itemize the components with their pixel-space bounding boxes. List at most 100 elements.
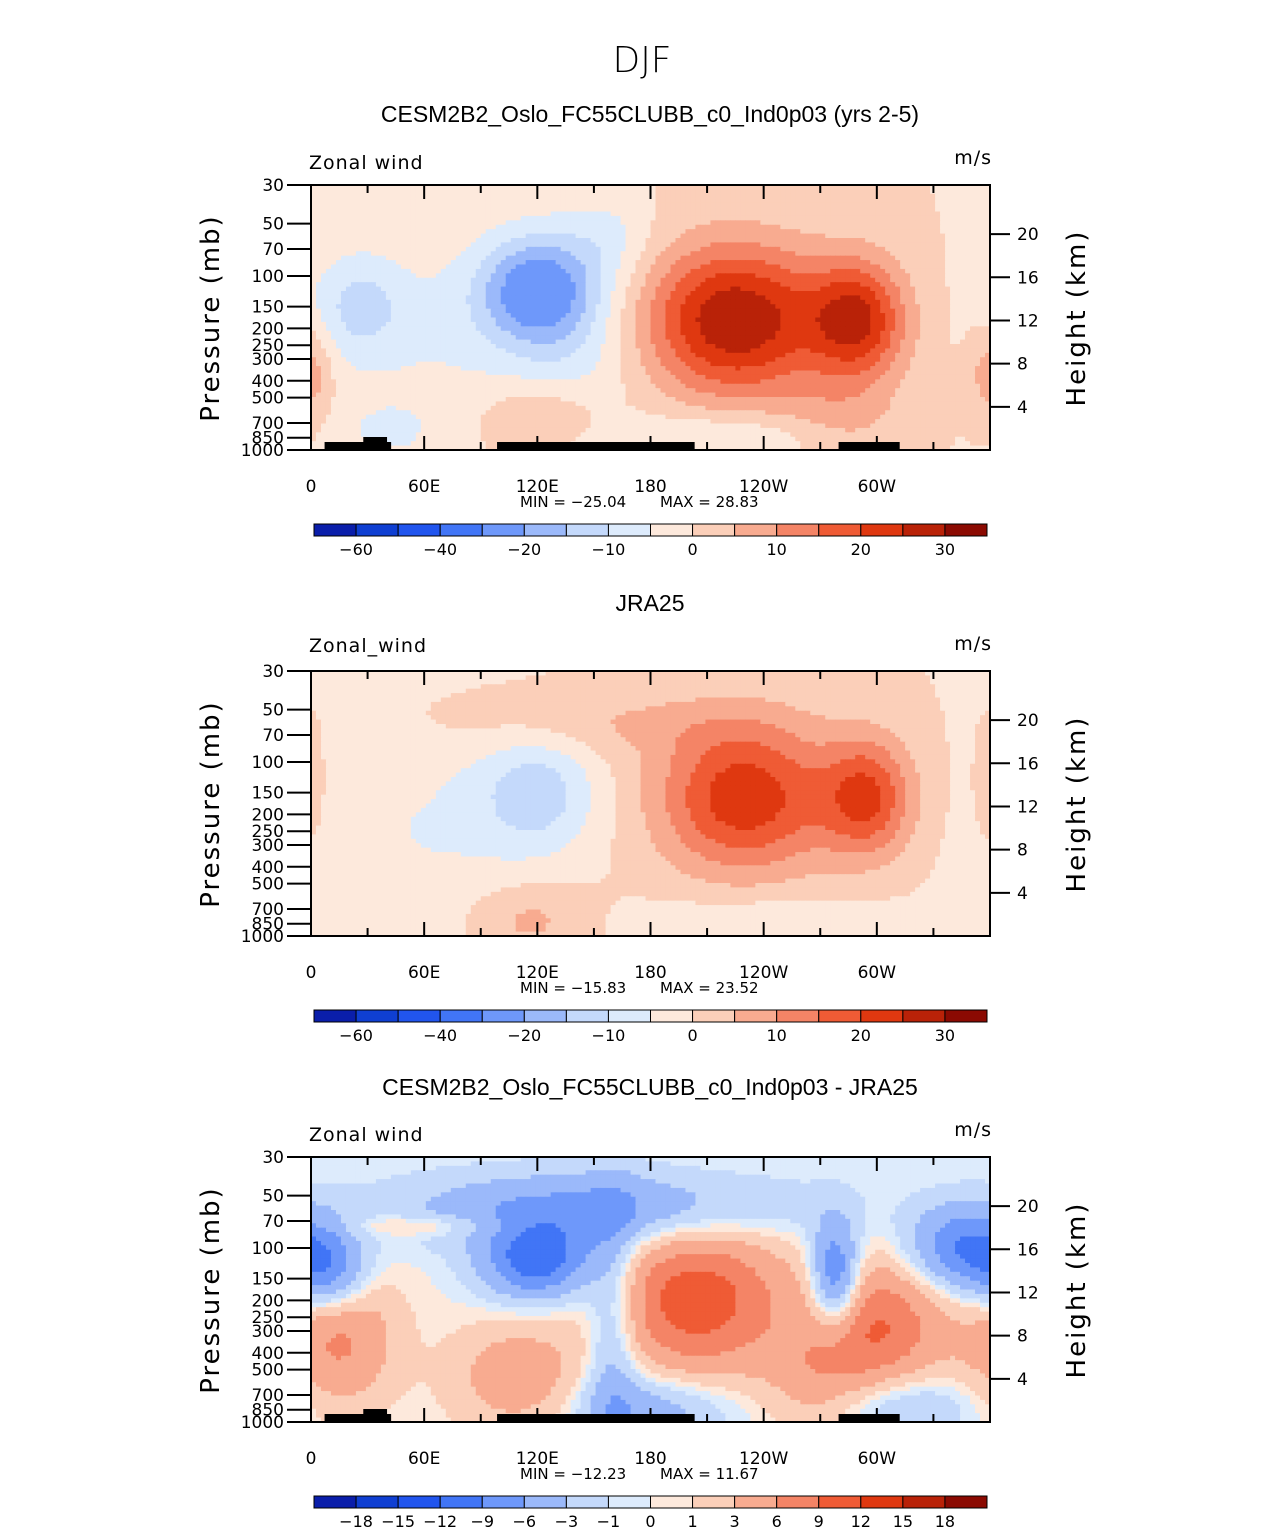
contour-cell	[376, 198, 382, 203]
contour-cell	[561, 295, 567, 300]
contour-cell	[496, 331, 502, 336]
contour-cell	[411, 269, 417, 274]
contour-cell	[730, 247, 736, 252]
contour-cell	[611, 212, 617, 217]
contour-cell	[456, 238, 462, 243]
contour-cell	[855, 326, 861, 331]
contour-cell	[855, 318, 861, 323]
contour-cell	[651, 282, 657, 287]
contour-cell	[980, 203, 986, 208]
contour-cell	[885, 220, 891, 225]
contour-cell	[745, 220, 751, 225]
contour-cell	[531, 326, 537, 331]
contour-cell	[975, 309, 981, 314]
contour-cell	[770, 278, 776, 283]
contour-cell	[576, 247, 582, 252]
contour-cell	[651, 300, 657, 305]
contour-cell	[586, 207, 592, 212]
contour-cell	[416, 234, 422, 239]
contour-cell	[446, 189, 452, 194]
contour-cell	[725, 265, 731, 270]
contour-cell	[665, 256, 671, 261]
contour-cell	[631, 225, 637, 230]
contour-cell	[745, 256, 751, 261]
contour-cell	[915, 229, 921, 234]
contour-cell	[685, 229, 691, 234]
contour-cell	[606, 331, 612, 336]
contour-cell	[660, 238, 666, 243]
contour-cell	[561, 269, 567, 274]
contour-cell	[486, 304, 492, 309]
contour-cell	[316, 318, 322, 323]
contour-cell	[795, 265, 801, 270]
contour-cell	[371, 269, 377, 274]
contour-cell	[441, 326, 447, 331]
contour-cell	[406, 247, 412, 252]
contour-cell	[576, 287, 582, 292]
contour-cell	[376, 340, 382, 345]
contour-cell	[815, 304, 821, 309]
contour-cell	[481, 344, 487, 349]
contour-cell	[730, 189, 736, 194]
contour-cell	[765, 291, 771, 296]
contour-cell	[940, 313, 946, 318]
contour-cell	[930, 251, 936, 256]
contour-cell	[551, 256, 557, 261]
contour-cell	[780, 216, 786, 221]
contour-cell	[930, 322, 936, 327]
contour-cell	[900, 304, 906, 309]
contour-cell	[546, 278, 552, 283]
contour-cell	[695, 309, 701, 314]
contour-cell	[700, 278, 706, 283]
contour-cell	[965, 238, 971, 243]
contour-cell	[745, 238, 751, 243]
contour-cell	[616, 322, 622, 327]
contour-cell	[660, 198, 666, 203]
contour-cell	[980, 309, 986, 314]
contour-cell	[865, 304, 871, 309]
contour-cell	[606, 247, 612, 252]
contour-cell	[636, 260, 642, 265]
contour-cell	[546, 216, 552, 221]
contour-cell	[805, 287, 811, 292]
contour-cell	[426, 287, 432, 292]
contour-cell	[466, 291, 472, 296]
contour-cell	[536, 295, 542, 300]
contour-cell	[351, 194, 357, 199]
contour-cell	[596, 269, 602, 274]
contour-cell	[690, 313, 696, 318]
contour-cell	[536, 273, 542, 278]
contour-cell	[910, 287, 916, 292]
contour-cell	[546, 326, 552, 331]
contour-cell	[376, 203, 382, 208]
contour-cell	[396, 300, 402, 305]
contour-cell	[775, 216, 781, 221]
contour-cell	[451, 225, 457, 230]
contour-cell	[755, 225, 761, 230]
contour-cell	[336, 282, 342, 287]
contour-cell	[336, 207, 342, 212]
contour-cell	[775, 287, 781, 292]
contour-cell	[601, 229, 607, 234]
contour-cell	[526, 318, 532, 323]
contour-cell	[441, 304, 447, 309]
contour-cell	[646, 318, 652, 323]
contour-cell	[760, 220, 766, 225]
contour-cell	[800, 234, 806, 239]
contour-cell	[885, 189, 891, 194]
contour-cell	[551, 207, 557, 212]
contour-cell	[885, 247, 891, 252]
contour-cell	[925, 282, 931, 287]
contour-cell	[900, 340, 906, 345]
contour-cell	[596, 216, 602, 221]
contour-cell	[940, 282, 946, 287]
contour-cell	[905, 203, 911, 208]
contour-cell	[785, 216, 791, 221]
contour-cell	[391, 234, 397, 239]
contour-cell	[596, 207, 602, 212]
contour-cell	[556, 207, 562, 212]
contour-cell	[690, 194, 696, 199]
contour-cell	[456, 322, 462, 327]
contour-cell	[526, 269, 532, 274]
contour-cell	[980, 234, 986, 239]
